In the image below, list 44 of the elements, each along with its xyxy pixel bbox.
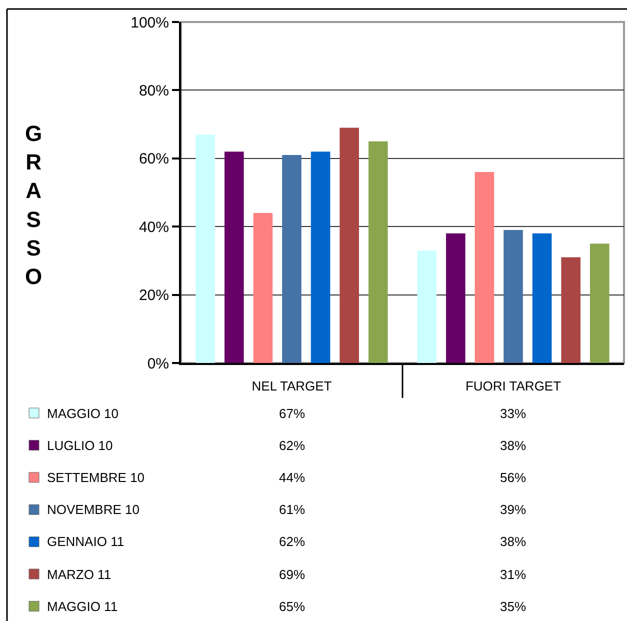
data-label: 62% bbox=[279, 534, 306, 549]
y-tick-label: 20% bbox=[138, 287, 169, 304]
y-tick-label: 100% bbox=[130, 14, 169, 32]
legend-label: GENNAIO 11 bbox=[47, 534, 124, 549]
bar bbox=[196, 134, 216, 363]
bar bbox=[282, 154, 302, 363]
bar bbox=[310, 152, 330, 363]
y-tick-label: 80% bbox=[138, 82, 169, 100]
data-label: 44% bbox=[279, 470, 306, 485]
legend-label: MARZO 11 bbox=[47, 567, 112, 582]
bar bbox=[446, 233, 466, 363]
data-label: 38% bbox=[500, 534, 526, 549]
x-tick-label: FUORI TARGET bbox=[465, 378, 562, 394]
bar bbox=[340, 128, 359, 363]
data-label: 65% bbox=[279, 599, 306, 614]
bar bbox=[590, 244, 610, 363]
y-axis-title: GRASSO bbox=[25, 121, 42, 289]
data-label: 69% bbox=[279, 567, 306, 582]
data-label: 33% bbox=[500, 406, 526, 421]
bar bbox=[532, 233, 552, 363]
data-label: 38% bbox=[500, 438, 526, 453]
x-tick-label: NEL TARGET bbox=[252, 378, 332, 394]
y-tick-label: 40% bbox=[138, 218, 169, 236]
bar bbox=[224, 152, 244, 363]
data-label: 39% bbox=[500, 502, 526, 517]
legend-label: MAGGIO 10 bbox=[47, 406, 119, 421]
data-label: 56% bbox=[500, 470, 526, 485]
data-label: 35% bbox=[500, 599, 526, 614]
bar bbox=[368, 141, 388, 363]
legend-label: LUGLIO 10 bbox=[47, 438, 113, 453]
data-label: 61% bbox=[279, 502, 306, 517]
bar bbox=[253, 212, 273, 363]
data-label: 31% bbox=[500, 567, 526, 582]
legend-label: NOVEMBRE 10 bbox=[47, 502, 140, 517]
legend-label: MAGGIO 11 bbox=[47, 599, 118, 614]
data-label: 67% bbox=[279, 406, 306, 421]
bar bbox=[504, 230, 523, 363]
bar bbox=[417, 250, 437, 363]
legend-label: SETTEMBRE 10 bbox=[47, 470, 145, 485]
y-tick-label: 0% bbox=[147, 355, 169, 372]
data-label: 62% bbox=[279, 438, 306, 453]
y-tick-label: 60% bbox=[138, 150, 169, 168]
bar bbox=[561, 257, 580, 363]
bar bbox=[474, 172, 494, 363]
